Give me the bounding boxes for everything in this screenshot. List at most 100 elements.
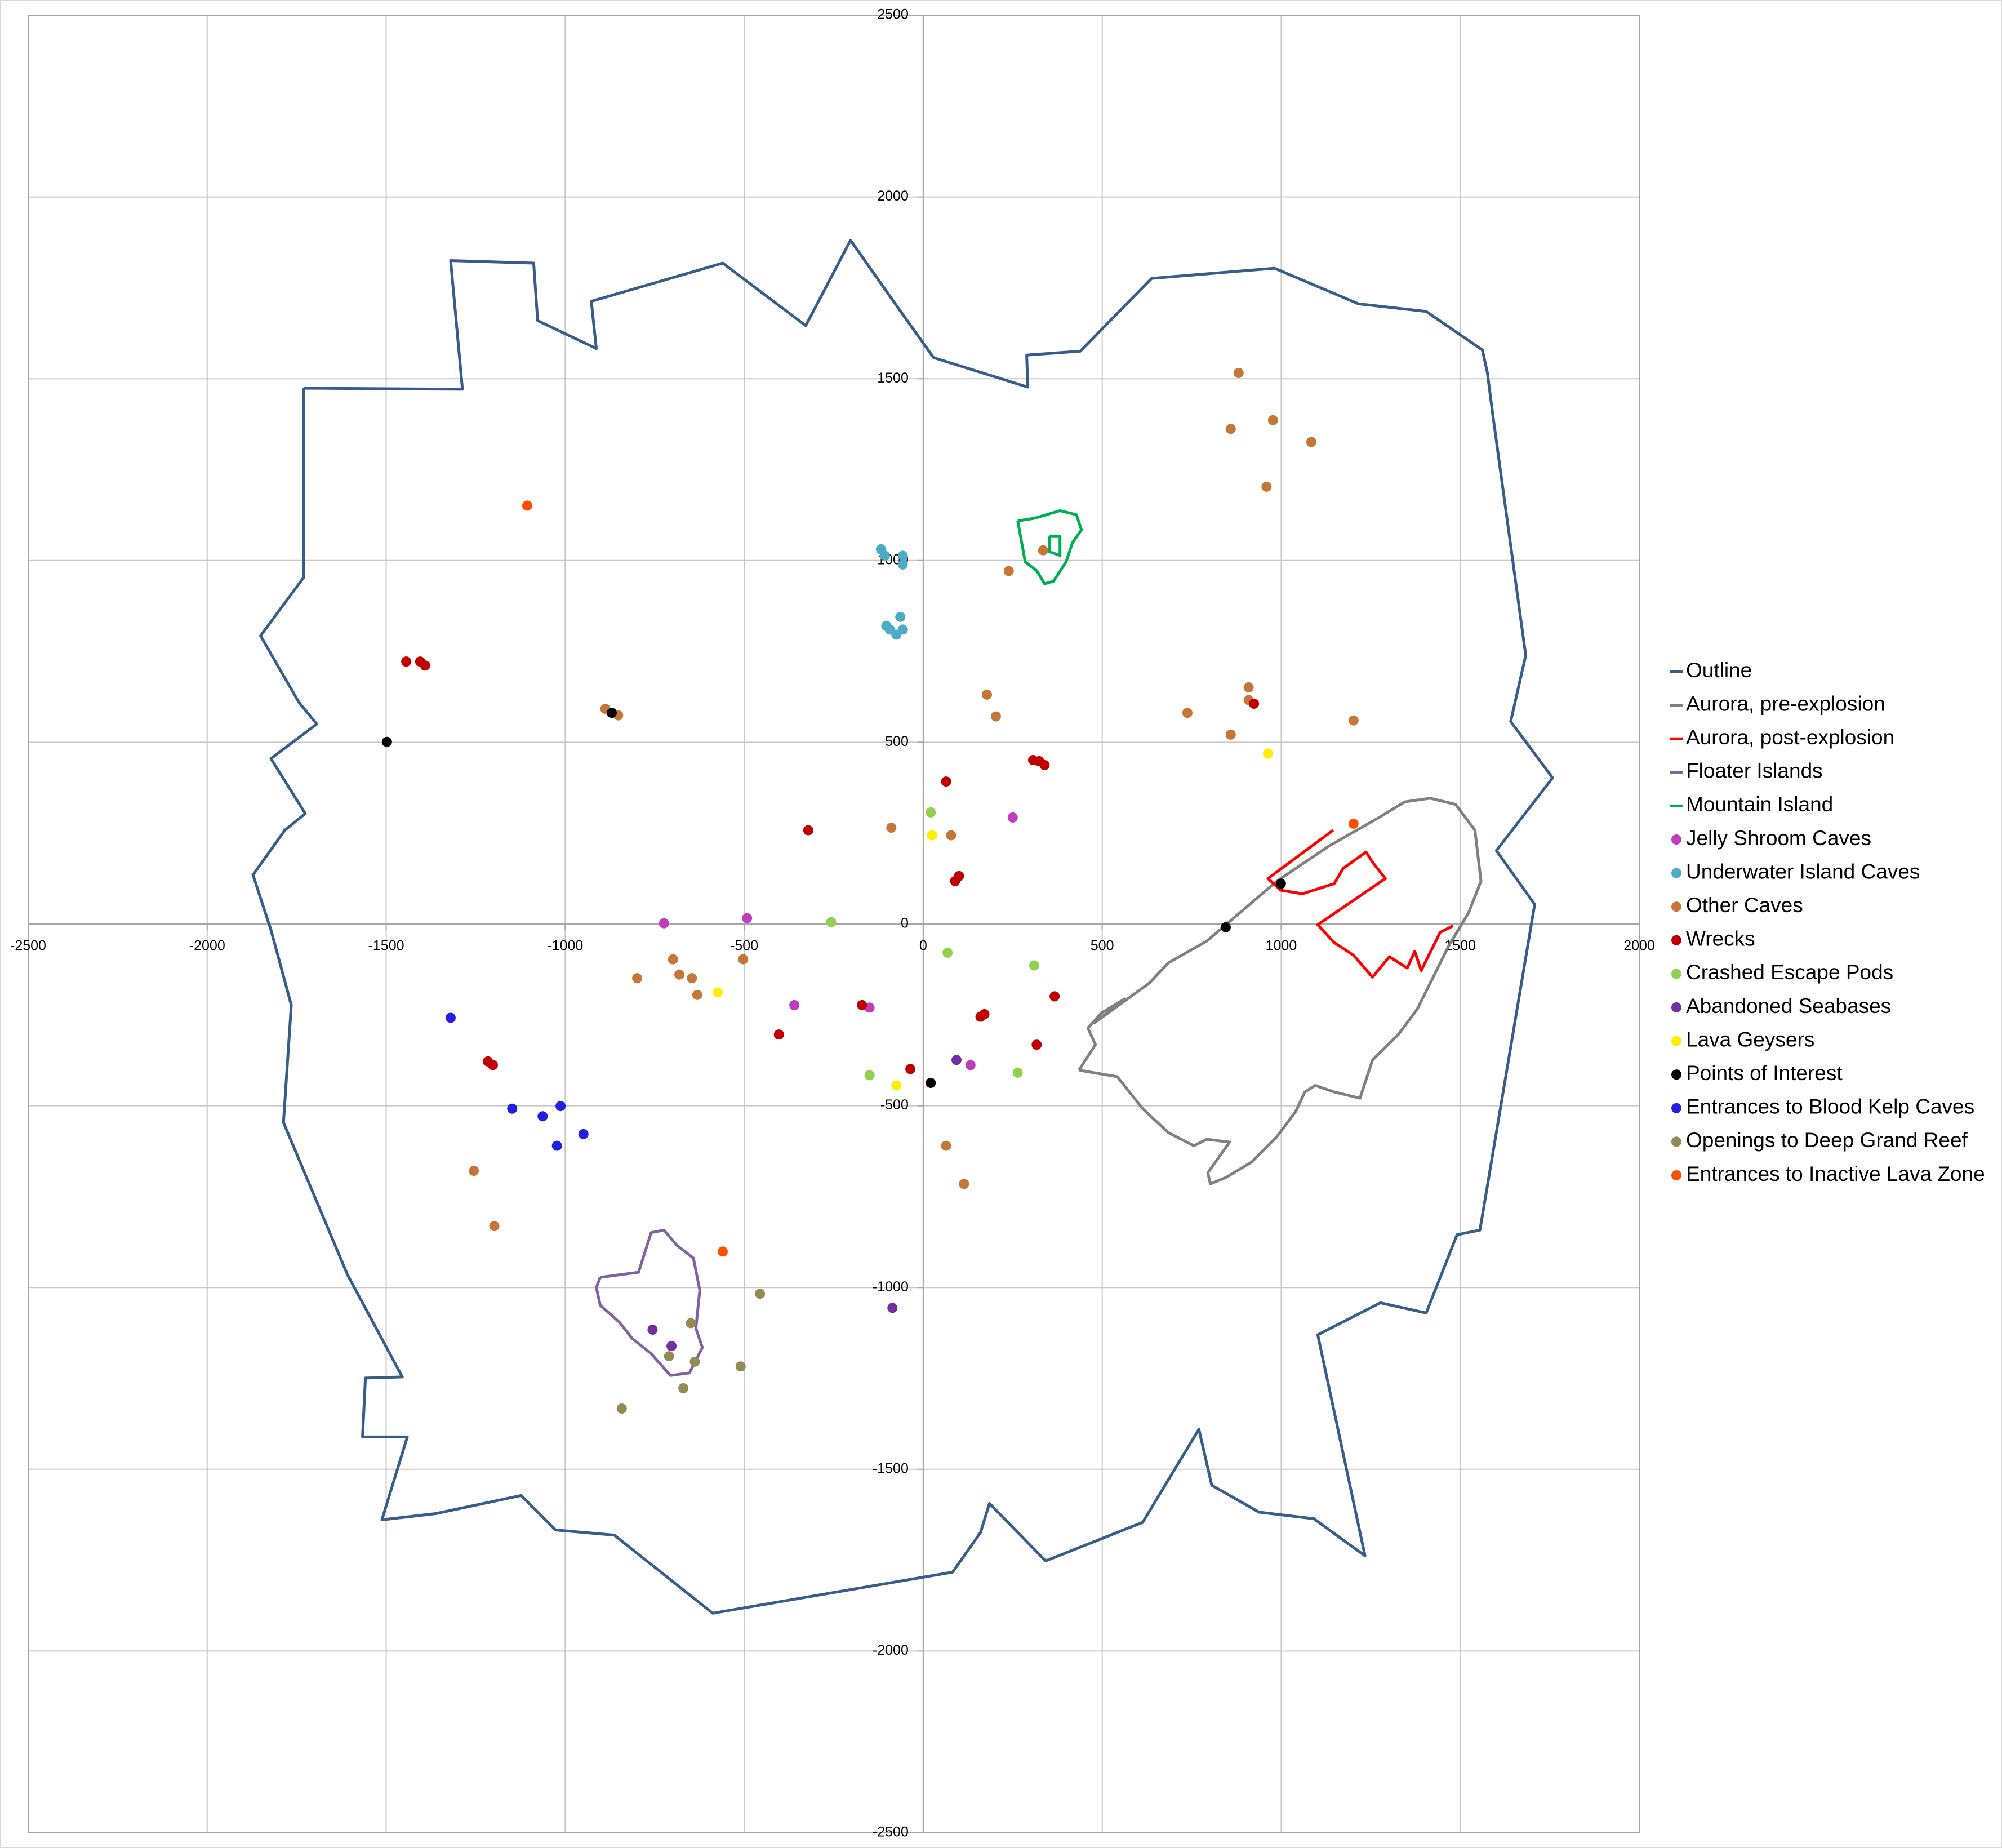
data-point: [1182, 708, 1193, 718]
data-point: [897, 559, 908, 570]
legend-label: Aurora, post-explosion: [1686, 726, 1894, 749]
data-point: [668, 954, 678, 965]
data-point: [941, 776, 951, 787]
x-tick-label: -2500: [10, 938, 46, 954]
data-point: [897, 624, 908, 635]
data-point: [687, 973, 697, 984]
data-point: [1348, 818, 1359, 829]
data-point: [1029, 960, 1039, 971]
legend-swatch: [1671, 901, 1681, 912]
data-point: [886, 823, 897, 833]
legend-label: Entrances to Inactive Lava Zone: [1686, 1162, 1985, 1185]
y-tick-label: 2000: [877, 188, 909, 204]
data-point: [555, 1101, 566, 1112]
data-point: [647, 1325, 658, 1335]
legend-label: Mountain Island: [1686, 793, 1833, 816]
data-point: [857, 999, 867, 1010]
legend-label: Wrecks: [1686, 927, 1755, 950]
data-point: [1220, 922, 1231, 932]
data-point: [1038, 545, 1048, 556]
data-point: [689, 1356, 700, 1367]
legend-swatch: [1671, 1036, 1681, 1046]
x-tick-label: 1000: [1266, 938, 1297, 954]
data-point: [666, 1341, 677, 1352]
data-point: [1003, 566, 1014, 576]
legend-label: Underwater Island Caves: [1686, 860, 1920, 883]
data-point: [735, 1361, 746, 1372]
series-line: [251, 238, 1554, 1615]
data-point: [738, 954, 749, 965]
data-point: [551, 1140, 562, 1151]
data-point: [864, 1070, 875, 1081]
data-point: [926, 1077, 936, 1088]
data-point: [879, 550, 890, 561]
data-point: [773, 1029, 784, 1040]
data-point: [965, 1060, 976, 1070]
data-point: [678, 1383, 689, 1393]
data-point: [659, 918, 669, 929]
legend-label: Floater Islands: [1686, 759, 1823, 783]
legend-label: Aurora, pre-explosion: [1686, 692, 1885, 715]
data-point: [803, 825, 813, 836]
data-point: [990, 711, 1001, 722]
legend-swatch: [1671, 1103, 1681, 1113]
data-point: [1306, 437, 1316, 447]
y-tick-label: -1000: [873, 1279, 909, 1295]
data-point: [537, 1111, 548, 1122]
data-point: [1225, 729, 1236, 740]
data-point: [897, 550, 908, 561]
data-point: [401, 656, 412, 667]
line-layer: [251, 238, 1554, 1615]
legend-swatch: [1671, 969, 1681, 979]
data-point: [887, 1303, 898, 1313]
legend-swatch: [1671, 935, 1681, 945]
legend-swatch: [1671, 868, 1681, 878]
data-point: [946, 830, 956, 841]
data-point: [895, 611, 906, 622]
data-point: [755, 1289, 766, 1299]
data-point: [905, 1064, 916, 1074]
legend-swatch: [1671, 834, 1681, 845]
data-point: [1267, 415, 1278, 425]
legend-label: Points of Interest: [1686, 1061, 1843, 1085]
legend-label: Jelly Shroom Caves: [1686, 827, 1871, 850]
data-point: [692, 989, 702, 1000]
data-point: [1261, 481, 1272, 492]
data-point: [420, 660, 430, 671]
data-point: [717, 1246, 728, 1257]
legend: Outline Aurora, pre-explosion Aurora, post…: [1670, 659, 1985, 1185]
data-point: [954, 870, 964, 881]
data-point: [942, 947, 953, 958]
data-point: [979, 1009, 990, 1020]
x-tick-label: 2000: [1623, 938, 1655, 954]
series-line: [1266, 829, 1454, 979]
legend-label: Lava Geysers: [1686, 1028, 1814, 1051]
data-point: [891, 1080, 902, 1091]
data-point: [1225, 424, 1236, 434]
data-point: [941, 1140, 951, 1151]
data-point: [927, 830, 937, 841]
data-point: [789, 999, 800, 1010]
data-point: [959, 1179, 969, 1189]
data-point: [1275, 878, 1286, 889]
data-point: [1007, 812, 1018, 823]
data-point: [826, 917, 837, 927]
data-point: [507, 1103, 518, 1114]
y-tick-label: 0: [901, 916, 909, 931]
data-point: [445, 1012, 456, 1023]
legend-label: Entrances to Blood Kelp Caves: [1686, 1095, 1974, 1118]
legend-swatch: [1671, 1002, 1681, 1012]
data-point: [674, 969, 685, 980]
data-point: [1039, 760, 1050, 771]
legend-swatch: [1671, 1069, 1681, 1080]
legend-label: Other Caves: [1686, 894, 1803, 917]
data-point: [522, 500, 532, 511]
data-point: [926, 807, 936, 818]
legend-label: Openings to Deep Grand Reef: [1686, 1129, 1968, 1152]
data-point: [632, 973, 643, 984]
data-point: [951, 1055, 962, 1065]
data-point: [713, 987, 723, 998]
x-tick-label: -1500: [368, 938, 404, 954]
series-line: [595, 1228, 704, 1377]
